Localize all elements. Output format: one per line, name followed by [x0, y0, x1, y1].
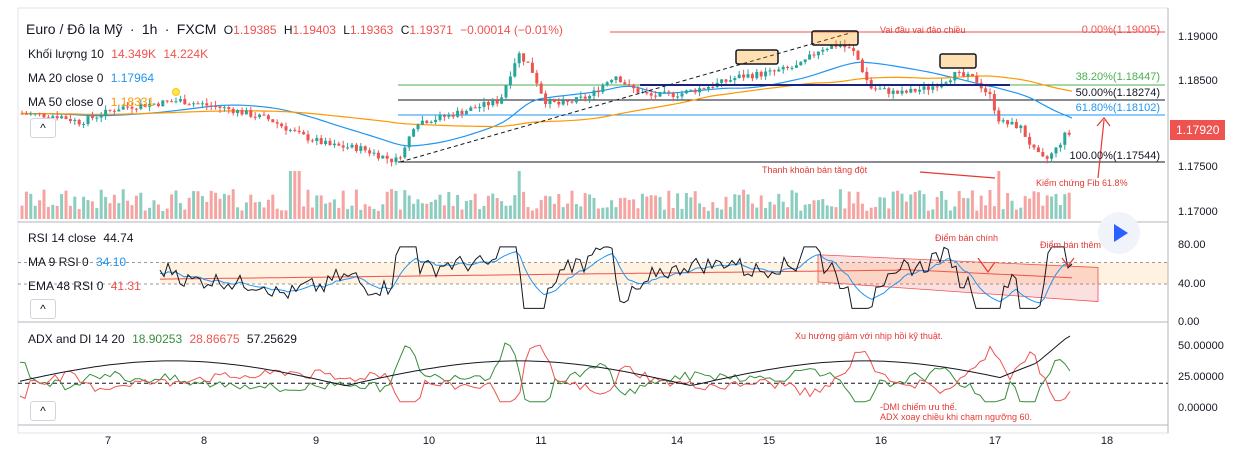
- chart-drawings: [399, 30, 1111, 179]
- legend-rsi-ema[interactable]: EMA 48 RSI 0 41.31: [28, 279, 145, 293]
- ma20-label: MA 20 close 0: [28, 71, 104, 85]
- collapse-legend-button[interactable]: ^: [30, 118, 56, 138]
- adx-value-2: 28.86675: [189, 332, 240, 346]
- adx-tick: 25.00000: [1178, 371, 1224, 383]
- volume-value-2: 14.224K: [163, 47, 209, 61]
- time-tick: 9: [313, 435, 319, 447]
- rsi-ema-label: EMA 48 RSI 0: [28, 279, 104, 293]
- volume-label: Khối lượng 10: [28, 47, 104, 61]
- fib-label-50: 50.00%(1.18274): [1076, 87, 1160, 99]
- annotation-sell-main: Điểm bán chính: [935, 233, 998, 243]
- time-tick: 14: [671, 435, 683, 447]
- annotation-head-shoulder: Vai đầu vai đảo chiều: [880, 25, 965, 35]
- rsi-ema-value: 41.31: [110, 279, 141, 293]
- adx-value-1: 18.90253: [132, 332, 183, 346]
- ma20-value: 1.17964: [110, 71, 155, 85]
- legend-rsi-ma[interactable]: MA 9 RSI 0 34.10: [28, 255, 130, 269]
- legend-rsi[interactable]: RSI 14 close 44.74: [28, 231, 137, 245]
- price-axis: 1.19000 1.18500 1.17500 1.17000: [1178, 31, 1218, 218]
- price-tick: 1.19000: [1178, 31, 1218, 43]
- adx-label: ADX and DI 14 20: [28, 332, 125, 346]
- moving-averages: [21, 61, 1073, 147]
- price-tick: 1.18500: [1178, 75, 1218, 87]
- fibonacci-retracement: [398, 31, 1165, 163]
- collapse-adx-button[interactable]: ^: [30, 401, 56, 421]
- adx-axis: 50.00000 25.00000 0.00000: [1178, 340, 1224, 414]
- fib-label-382: 38.20%(1.18447): [1076, 71, 1160, 83]
- rsi-value: 44.74: [103, 231, 134, 245]
- legend-ma50[interactable]: MA 50 close 0 1.18331: [28, 95, 158, 109]
- time-tick: 15: [763, 435, 775, 447]
- candlestick-series: [20, 39, 1071, 167]
- fib-label-618: 61.80%(1.18102): [1076, 102, 1160, 114]
- legend-adx[interactable]: ADX and DI 14 20 18.90253 28.86675 57.25…: [28, 332, 301, 346]
- time-tick: 11: [535, 435, 546, 447]
- current-price-tag: 1.17920: [1170, 120, 1226, 140]
- ohlc-open: O1.19385: [223, 23, 277, 37]
- rsi-ma-value: 34.10: [96, 255, 127, 269]
- panel-borders: [17, 7, 1169, 434]
- rsi-label: RSI 14 close: [28, 231, 97, 245]
- time-tick: 8: [201, 435, 207, 447]
- adx-tick: 50.00000: [1178, 340, 1224, 352]
- interval[interactable]: 1h: [141, 21, 158, 37]
- annotation-sell-more: Điểm bán thêm: [1040, 240, 1101, 250]
- annotation-trend: Xu hướng giảm với nhịp hồi kỹ thuật.: [795, 331, 943, 341]
- volume-value-1: 14.349K: [111, 47, 157, 61]
- ma50-value: 1.18331: [110, 95, 155, 109]
- dot-sep: ·: [164, 21, 170, 37]
- ma50-label: MA 50 close 0: [28, 95, 104, 109]
- ohlc-low: L1.19363: [343, 23, 394, 37]
- ohlc-change: −0.00014 (−0.01%): [460, 23, 563, 37]
- ohlc-high: H1.19403: [283, 23, 336, 37]
- adx-pane: [18, 335, 1168, 403]
- time-tick: 16: [875, 435, 887, 447]
- annotation-volume: Thanh khoản bán tăng đột: [762, 165, 868, 175]
- rsi-pane: [18, 246, 1168, 309]
- time-axis: 7 8 9 10 11 14 15 16 17 18: [105, 435, 1113, 447]
- annotation-dmi-1: -DMI chiếm ưu thế.: [880, 402, 957, 412]
- symbol-name[interactable]: Euro / Đô la Mỹ: [26, 21, 123, 37]
- time-tick: 18: [1101, 435, 1113, 447]
- adx-value-3: 57.25629: [246, 332, 297, 346]
- fib-label-100: 100.00%(1.17544): [1069, 150, 1160, 162]
- collapse-rsi-button[interactable]: ^: [30, 299, 56, 319]
- adx-tick: 0.00000: [1178, 402, 1218, 414]
- time-tick: 10: [423, 435, 435, 447]
- time-tick: 7: [105, 435, 111, 447]
- price-tick: 1.17000: [1178, 206, 1218, 218]
- play-icon[interactable]: [1098, 212, 1140, 254]
- rsi-tick: 40.00: [1178, 278, 1206, 290]
- legend-volume[interactable]: Khối lượng 10 14.349K 14.224K: [28, 47, 212, 61]
- annotations: Vai đầu vai đảo chiều Thanh khoản bán tă…: [762, 25, 1128, 422]
- ohlc-close: C1.19371: [400, 23, 453, 37]
- rsi-ma-label: MA 9 RSI 0: [28, 255, 89, 269]
- fib-label-0: 0.00%(1.19005): [1082, 24, 1160, 36]
- rsi-tick: 80.00: [1178, 239, 1206, 251]
- legend-ma20[interactable]: MA 20 close 0 1.17964: [28, 71, 158, 85]
- exchange: FXCM: [176, 21, 217, 37]
- dot-sep: ·: [129, 21, 135, 37]
- price-tick: 1.17500: [1178, 161, 1218, 173]
- annotation-dmi-2: ADX xoay chiều khi chạm ngưỡng 60.: [880, 412, 1032, 422]
- annotation-fib-check: Kiểm chứng Fib 61.8%: [1036, 178, 1128, 188]
- main-legend: Euro / Đô la Mỹ · 1h · FXCM O1.19385 H1.…: [26, 21, 567, 37]
- rsi-tick: 0.00: [1178, 316, 1199, 328]
- time-tick: 17: [989, 435, 1001, 447]
- volume-bars: [20, 171, 1071, 219]
- rsi-axis: 80.00 40.00 0.00: [1178, 239, 1206, 328]
- fib-labels: 0.00%(1.19005) 38.20%(1.18447) 50.00%(1.…: [1069, 24, 1160, 162]
